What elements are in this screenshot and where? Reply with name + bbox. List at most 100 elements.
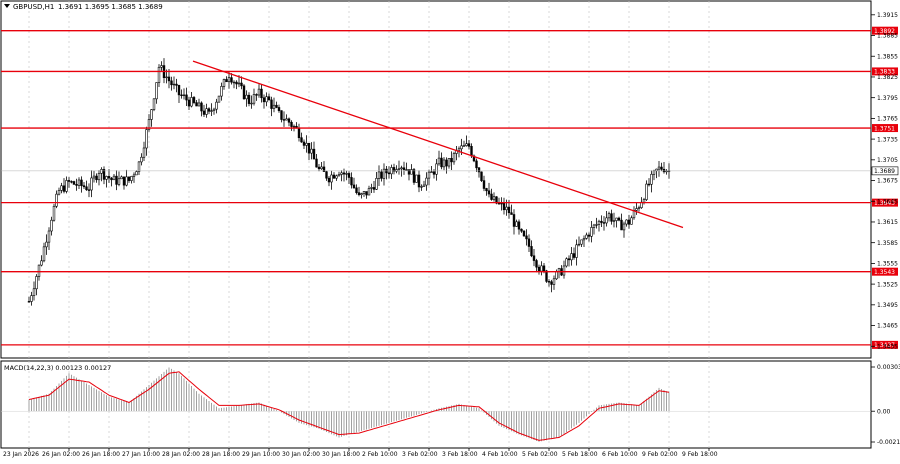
candle-body	[75, 184, 78, 186]
candle-body	[187, 99, 191, 107]
macd-axis: 0.00303 0.00 -0.00211	[871, 364, 900, 446]
candle-body	[255, 94, 258, 96]
price-tick-label: 1.3525	[877, 281, 898, 288]
candle-body	[570, 253, 573, 261]
time-tick-label: 30 Jan 18:00	[322, 451, 360, 458]
symbol-dropdown-icon[interactable]	[4, 4, 10, 8]
candle-body	[100, 169, 103, 174]
candle-body	[420, 186, 423, 188]
candle-body	[152, 98, 156, 110]
candle-body	[600, 220, 603, 223]
price-tick-label: 1.3645	[877, 198, 898, 205]
candle-body	[542, 265, 546, 272]
candle-body	[557, 268, 561, 272]
candle-body	[270, 99, 273, 109]
candle-body	[497, 202, 501, 205]
candle-body	[210, 110, 213, 112]
candle-body	[547, 281, 551, 283]
candle-body	[347, 173, 351, 178]
time-tick-label: 2 Feb 10:00	[362, 451, 398, 458]
candle-body	[405, 169, 408, 171]
candle-body	[520, 228, 523, 232]
candle-body	[232, 81, 236, 84]
candle-body	[517, 221, 521, 230]
candle-body	[290, 121, 293, 127]
current-price-label: 1.3689	[874, 168, 895, 175]
candle-body	[197, 102, 201, 107]
candle-body	[655, 168, 658, 172]
candle-body	[437, 157, 441, 165]
candle-body	[412, 169, 416, 183]
candle-body	[212, 108, 216, 111]
level-badge	[872, 67, 898, 76]
trendline[interactable]	[192, 60, 684, 229]
candle-body	[585, 234, 588, 239]
candle-body	[175, 83, 178, 86]
candle-body	[292, 125, 296, 128]
candle-body	[112, 175, 116, 181]
candle-body	[92, 175, 96, 179]
candle-body	[660, 166, 663, 170]
candle-body	[447, 158, 451, 167]
candle-body	[305, 142, 308, 146]
candle-body	[62, 185, 66, 192]
candle-body	[422, 184, 426, 187]
candle-body	[577, 243, 581, 246]
macd-signal-group	[28, 371, 670, 441]
candle-body	[500, 202, 503, 205]
trendline-group	[192, 60, 684, 229]
candle-body	[277, 107, 281, 111]
time-tick-label: 3 Feb 02:00	[402, 451, 438, 458]
main-pane	[0, 0, 872, 359]
candle-body	[612, 220, 616, 222]
candle-body	[252, 94, 256, 104]
price-tick-label: 1.3855	[877, 53, 898, 60]
level-badge	[872, 26, 898, 35]
candle-body	[77, 179, 81, 186]
candle-body	[650, 173, 653, 185]
price-tick-label: 1.3615	[877, 219, 898, 226]
candle-body	[580, 239, 583, 245]
candle-body	[165, 76, 168, 79]
candle-body	[50, 219, 53, 232]
candle-body	[315, 158, 318, 168]
candle-body	[260, 88, 263, 99]
candle-body	[645, 183, 648, 200]
candle-body	[202, 110, 206, 115]
candle-body	[150, 109, 153, 120]
time-tick-label: 3 Feb 18:00	[442, 451, 478, 458]
candle-body	[502, 202, 506, 211]
candle-body	[605, 217, 608, 224]
candle-body	[57, 190, 61, 195]
candle-body	[95, 175, 98, 181]
candle-body	[425, 177, 428, 186]
candle-body	[505, 206, 508, 211]
level-lines: 1.3892 1.3833 1.3751 1.3643 1.3543 1.3437 1.36…	[1, 26, 899, 349]
candle-body	[235, 81, 238, 85]
candle-body	[377, 171, 381, 179]
candle-body	[265, 96, 268, 103]
candle-body	[180, 94, 183, 96]
candle-body	[460, 145, 463, 150]
candle-body	[217, 95, 221, 103]
level-badge-label: 1.3833	[874, 69, 895, 76]
candle-body	[387, 172, 391, 175]
candle-body	[345, 173, 348, 175]
candle-body	[115, 175, 118, 185]
candle-body	[70, 181, 73, 183]
candle-body	[35, 276, 38, 290]
candle-body	[395, 169, 398, 172]
candle-body	[60, 185, 63, 191]
candle-body	[427, 171, 431, 179]
candle-body	[72, 181, 76, 185]
time-tick-label: 26 Jan 02:00	[42, 451, 80, 458]
candle-body	[342, 172, 346, 175]
candle-body	[102, 169, 106, 180]
candle-body	[192, 97, 196, 103]
time-tick-label: 6 Feb 10:00	[602, 451, 638, 458]
level-badge	[872, 267, 898, 276]
price-tick-label: 1.3585	[877, 240, 898, 247]
candle-body	[487, 190, 491, 195]
